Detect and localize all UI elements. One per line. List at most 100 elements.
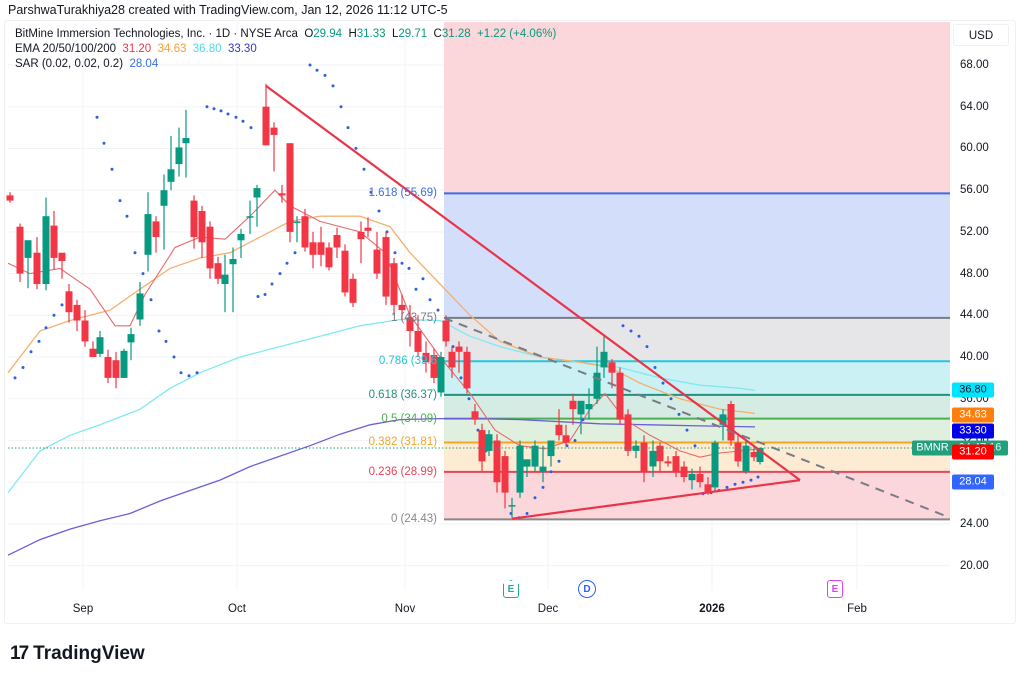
candle[interactable] — [42, 197, 50, 291]
candle[interactable] — [104, 349, 112, 384]
candle[interactable] — [696, 466, 704, 488]
candle[interactable] — [569, 393, 577, 425]
candle[interactable] — [246, 200, 254, 234]
candle[interactable] — [672, 450, 680, 477]
candle[interactable] — [309, 231, 317, 269]
candle[interactable] — [493, 434, 501, 493]
candle[interactable] — [463, 346, 471, 394]
candle[interactable] — [577, 400, 585, 435]
candle[interactable] — [325, 242, 333, 271]
candle[interactable] — [286, 143, 294, 243]
candle[interactable] — [301, 208, 309, 252]
candle[interactable] — [448, 346, 456, 378]
candle[interactable] — [6, 192, 14, 203]
candle[interactable] — [430, 348, 438, 384]
candle[interactable] — [16, 223, 24, 282]
candle[interactable] — [120, 348, 128, 378]
candle[interactable] — [734, 435, 742, 467]
candle[interactable] — [357, 221, 365, 264]
candle[interactable] — [65, 284, 73, 323]
ema200-line[interactable] — [7, 417, 756, 556]
candle[interactable] — [152, 216, 160, 253]
candle[interactable] — [390, 258, 398, 316]
candle[interactable] — [750, 446, 758, 462]
candle[interactable] — [501, 450, 509, 509]
candle[interactable] — [81, 310, 89, 347]
candle[interactable] — [664, 456, 672, 467]
candle[interactable] — [719, 409, 727, 441]
candle[interactable] — [649, 440, 657, 478]
candle[interactable] — [136, 281, 144, 326]
candle[interactable] — [96, 331, 104, 357]
candle[interactable] — [58, 252, 66, 279]
ascending-trendline[interactable] — [511, 479, 801, 520]
candle[interactable] — [24, 240, 32, 289]
candle[interactable] — [508, 497, 516, 518]
candle[interactable] — [531, 440, 539, 472]
candle[interactable] — [278, 184, 286, 203]
candle[interactable] — [237, 228, 245, 258]
candle[interactable] — [253, 184, 261, 227]
candle[interactable] — [711, 440, 719, 491]
sar-row[interactable]: SAR (0.02, 0.02, 0.2) 28.04 — [15, 57, 556, 72]
candle[interactable] — [742, 440, 750, 474]
candle[interactable] — [382, 231, 390, 305]
candle[interactable] — [616, 367, 624, 425]
candle[interactable] — [406, 304, 414, 347]
candle[interactable] — [455, 341, 463, 373]
ema100-line[interactable] — [7, 318, 756, 493]
candle[interactable] — [317, 226, 325, 267]
candle[interactable] — [624, 409, 632, 457]
candle[interactable] — [414, 315, 422, 357]
candle[interactable] — [112, 351, 120, 389]
candle[interactable] — [144, 192, 152, 272]
candle[interactable] — [555, 409, 563, 441]
candle[interactable] — [182, 109, 190, 178]
earnings-upcoming-event-icon[interactable]: E — [827, 580, 843, 598]
candle[interactable] — [593, 346, 601, 404]
candle[interactable] — [600, 336, 608, 378]
candle[interactable] — [471, 404, 479, 425]
candle[interactable] — [50, 211, 58, 270]
candle[interactable] — [680, 461, 688, 483]
candle[interactable] — [485, 430, 493, 457]
candle[interactable] — [221, 254, 229, 313]
candle[interactable] — [175, 127, 183, 177]
candle[interactable] — [167, 135, 175, 191]
candle[interactable] — [73, 299, 81, 331]
candle[interactable] — [516, 440, 524, 498]
candle[interactable] — [206, 221, 214, 279]
candle[interactable] — [688, 468, 696, 490]
candle[interactable] — [214, 256, 222, 284]
candle[interactable] — [640, 435, 648, 483]
candle[interactable] — [33, 237, 41, 290]
currency-button[interactable]: USD — [953, 24, 1009, 46]
candle[interactable] — [270, 122, 278, 172]
candle[interactable] — [398, 294, 406, 321]
candle[interactable] — [562, 424, 570, 446]
candle[interactable] — [727, 400, 735, 446]
candle[interactable] — [373, 231, 381, 279]
candle[interactable] — [442, 315, 450, 347]
descending-trendline[interactable] — [265, 85, 801, 481]
candle[interactable] — [293, 216, 301, 243]
candle[interactable] — [341, 244, 349, 297]
candle[interactable] — [656, 442, 664, 472]
candle[interactable] — [349, 273, 357, 307]
candle[interactable] — [198, 205, 206, 258]
candle[interactable] — [229, 247, 237, 313]
candle[interactable] — [89, 341, 97, 357]
candle[interactable] — [160, 174, 168, 250]
candle[interactable] — [539, 445, 547, 483]
candle[interactable] — [422, 341, 430, 373]
candle[interactable] — [190, 195, 198, 249]
candle[interactable] — [262, 83, 270, 146]
earnings-event-icon[interactable]: E — [503, 580, 519, 598]
ema-row[interactable]: EMA 20/50/100/200 31.20 34.63 36.80 33.3… — [15, 42, 556, 57]
candle[interactable] — [364, 217, 372, 238]
tradingview-brand[interactable]: 17 TradingView — [10, 643, 145, 665]
candle[interactable] — [333, 227, 341, 258]
candle[interactable] — [585, 388, 593, 420]
candle[interactable] — [127, 327, 135, 361]
